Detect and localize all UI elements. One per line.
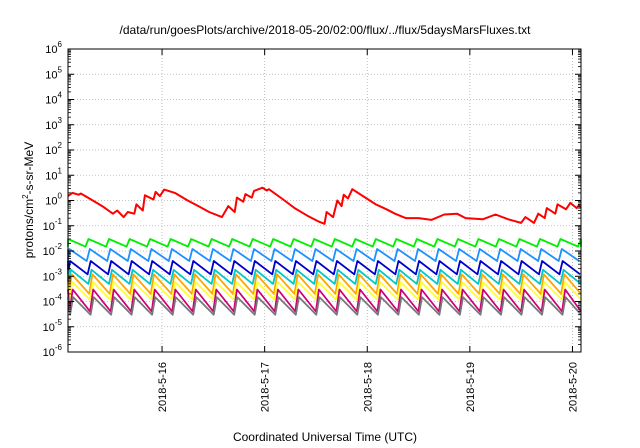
x-tick-label: 2018-5-17 [260,362,272,412]
y-axis-label-post: -s-sr-MeV [22,142,36,195]
x-tick-label: 2018-5-18 [362,362,374,412]
y-tick-label: 102 [45,141,62,157]
x-axis: 2018-5-16 2018-5-17 2018-5-18 2018-5-19 2018… [157,49,579,412]
grid-layer [68,49,581,352]
series-line-1 [67,186,582,225]
y-tick-label: 103 [45,116,62,132]
series-line-7 [67,281,582,301]
y-tick-label: 10-6 [43,343,63,359]
y-tick-label: 100 [45,192,62,208]
x-tick-label: 2018-5-19 [465,362,477,412]
y-tick-label: 10-3 [43,267,63,283]
series-line-8 [67,288,582,313]
y-tick-label: 105 [45,65,62,81]
y-axis-label-pre: protons/cm [22,199,36,258]
series-line-3 [67,248,580,262]
y-tick-label: 10-4 [43,293,63,309]
x-tick-label: 2018-5-16 [157,362,169,412]
series-line-2 [67,238,582,248]
series-line-6 [67,273,582,295]
y-axis: 10-6 10-5 10-4 10-3 10-2 10-1 100 101 102 103 104 1… [43,40,581,359]
y-axis-label-sup: 2 [21,194,30,199]
y-tick-label: 104 [45,91,62,107]
x-tick-label: 2018-5-20 [567,362,579,412]
x-axis-label: Coordinated Universal Time (UTC) [233,430,417,444]
series-line-9 [67,296,582,316]
y-tick-label: 10-2 [43,242,63,258]
chart-title: /data/run/goesPlots/archive/2018-05-20/0… [120,23,532,37]
series-line-5 [67,268,582,285]
y-tick-label: 10-1 [43,217,63,233]
series-line-4 [67,260,581,276]
y-tick-label: 10-5 [43,318,63,334]
series-layer [67,186,582,316]
y-tick-label: 106 [45,40,62,56]
y-tick-label: 101 [45,166,62,182]
y-axis-label: protons/cm2-s-sr-MeV [21,142,36,258]
